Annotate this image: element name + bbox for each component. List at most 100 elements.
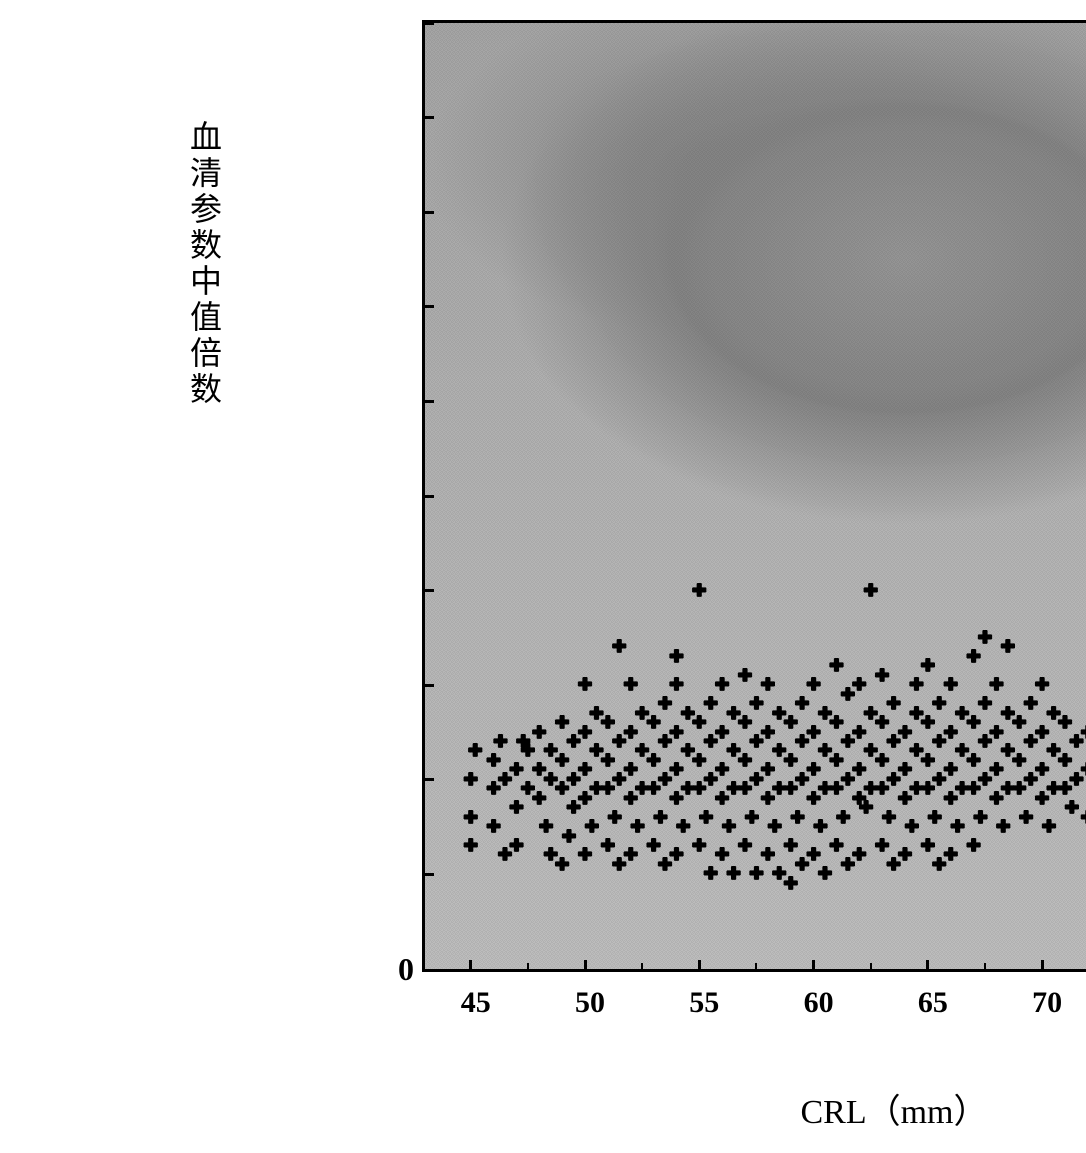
scatter-marker: ✚ (578, 843, 592, 867)
x-tick-label: 50 (575, 986, 605, 1020)
scatter-marker: ✚ (539, 815, 553, 839)
plot-area: ✚✚✚✚✚✚✚✚✚✚✚✚✚✚✚✚✚✚✚✚✚✚✚✚✚✚✚✚✚✚✚✚✚✚✚✚✚✚✚✚… (422, 20, 1086, 972)
scatter-marker: ✚ (463, 806, 477, 830)
scatter-marker: ✚ (699, 806, 713, 830)
scatter-marker: ✚ (1081, 806, 1086, 830)
x-tick (698, 960, 701, 972)
y-axis-label: 血清参数中值倍数 (181, 120, 227, 408)
x-tick-minor (984, 963, 986, 972)
scatter-marker: ✚ (738, 664, 752, 688)
y-tick (422, 400, 434, 403)
y-tick (422, 495, 434, 498)
scatter-marker: ✚ (886, 692, 900, 716)
scatter-marker: ✚ (623, 843, 637, 867)
scatter-marker: ✚ (898, 843, 912, 867)
scatter-marker: ✚ (745, 806, 759, 830)
scatter-marker: ✚ (943, 673, 957, 697)
scatter-marker: ✚ (905, 815, 919, 839)
scatter-marker: ✚ (486, 815, 500, 839)
y-tick (422, 873, 434, 876)
scatter-marker: ✚ (1081, 758, 1086, 782)
scatter-marker: ✚ (973, 806, 987, 830)
x-tick (1041, 960, 1044, 972)
scatter-marker: ✚ (562, 825, 576, 849)
scatter-marker: ✚ (989, 673, 1003, 697)
scatter-marker: ✚ (676, 815, 690, 839)
scatter-marker: ✚ (509, 834, 523, 858)
x-tick-minor (641, 963, 643, 972)
x-tick-label: 45 (461, 986, 491, 1020)
scatter-marker: ✚ (829, 654, 843, 678)
y-tick (422, 22, 434, 25)
scatter-marker: ✚ (790, 806, 804, 830)
chart-container: 血清参数中值倍数 0 ✚✚✚✚✚✚✚✚✚✚✚✚✚✚✚✚✚✚✚✚✚✚✚✚✚✚✚✚✚… (20, 20, 1086, 1133)
scatter-marker: ✚ (966, 834, 980, 858)
scatter-marker: ✚ (783, 872, 797, 896)
scatter-marker: ✚ (852, 843, 866, 867)
scatter-marker: ✚ (463, 834, 477, 858)
scatter-marker: ✚ (669, 673, 683, 697)
y-axis-label-container: 血清参数中值倍数 (20, 20, 398, 408)
x-tick-label: 60 (804, 986, 834, 1020)
y-tick (422, 684, 434, 687)
scatter-marker: ✚ (669, 843, 683, 867)
scatter-marker: ✚ (669, 645, 683, 669)
origin-zero-label: 0 (398, 951, 422, 988)
scatter-marker: ✚ (578, 673, 592, 697)
scatter-marker: ✚ (943, 843, 957, 867)
scatter-marker: ✚ (1042, 815, 1056, 839)
scatter-marker: ✚ (585, 815, 599, 839)
scatter-marker: ✚ (630, 815, 644, 839)
scatter-marker: ✚ (692, 834, 706, 858)
scatter-marker: ✚ (726, 862, 740, 886)
scatter-marker: ✚ (493, 730, 507, 754)
scatter-marker: ✚ (818, 862, 832, 886)
y-tick (422, 305, 434, 308)
scatter-marker: ✚ (653, 806, 667, 830)
scatter-marker: ✚ (996, 815, 1010, 839)
x-tick (812, 960, 815, 972)
scatter-marker: ✚ (463, 768, 477, 792)
y-tick (422, 589, 434, 592)
scatter-marker: ✚ (468, 739, 482, 763)
scatter-marker: ✚ (607, 806, 621, 830)
scatter-marker: ✚ (875, 664, 889, 688)
scatter-marker: ✚ (1035, 673, 1049, 697)
plot-wrapper: 0 ✚✚✚✚✚✚✚✚✚✚✚✚✚✚✚✚✚✚✚✚✚✚✚✚✚✚✚✚✚✚✚✚✚✚✚✚✚✚… (398, 20, 1086, 1133)
scatter-marker: ✚ (1001, 635, 1015, 659)
scatter-marker: ✚ (806, 673, 820, 697)
scatter-marker: ✚ (950, 815, 964, 839)
scatter-marker: ✚ (863, 579, 877, 603)
x-tick (926, 960, 929, 972)
scatter-marker: ✚ (978, 626, 992, 650)
x-tick-minor (870, 963, 872, 972)
scatter-marker: ✚ (555, 853, 569, 877)
scatter-marker: ✚ (767, 815, 781, 839)
scatter-marker: ✚ (761, 673, 775, 697)
y-tick (422, 211, 434, 214)
scatter-marker: ✚ (1019, 806, 1033, 830)
scatter-marker: ✚ (882, 806, 896, 830)
scatter-marker: ✚ (623, 673, 637, 697)
scatter-marker: ✚ (722, 815, 736, 839)
scatter-marker: ✚ (1081, 721, 1086, 745)
x-tick-label: 55 (689, 986, 719, 1020)
y-tick (422, 778, 434, 781)
x-tick (469, 960, 472, 972)
scatter-marker: ✚ (1065, 796, 1079, 820)
y-tick (422, 116, 434, 119)
plot-with-zero: 0 ✚✚✚✚✚✚✚✚✚✚✚✚✚✚✚✚✚✚✚✚✚✚✚✚✚✚✚✚✚✚✚✚✚✚✚✚✚✚… (398, 20, 1086, 972)
scatter-marker: ✚ (738, 834, 752, 858)
x-axis-tick-labels: 4550556065707580 (430, 986, 1086, 1036)
x-tick-label: 65 (918, 986, 948, 1020)
scatter-marker: ✚ (921, 654, 935, 678)
scatter-marker: ✚ (813, 815, 827, 839)
scatter-marker: ✚ (612, 635, 626, 659)
x-tick (584, 960, 587, 972)
scatter-marker: ✚ (692, 579, 706, 603)
scatter-marker: ✚ (852, 673, 866, 697)
scatter-marker: ✚ (836, 806, 850, 830)
x-tick-minor (755, 963, 757, 972)
scatter-marker: ✚ (715, 673, 729, 697)
x-tick-minor (527, 963, 529, 972)
